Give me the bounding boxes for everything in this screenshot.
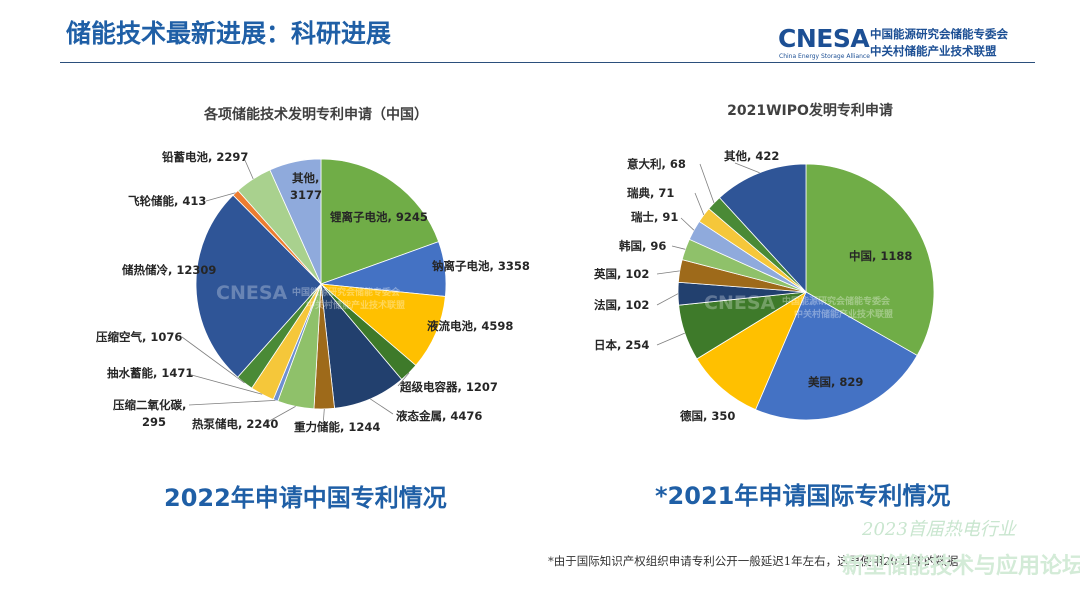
chart-left-label-7-0: 压缩二氧化碳,	[113, 398, 186, 412]
chart-right-slice-1	[755, 291, 918, 421]
chart-watermark-line-4: 中关村储能产业技术联盟	[794, 310, 894, 320]
chart-right-leader-4	[656, 293, 679, 306]
chart-right-label-5: 英国, 102	[593, 267, 649, 281]
chart-left-leader-8	[187, 373, 263, 395]
chart-right-leader-5	[656, 270, 680, 275]
chart-right-leader-10	[734, 162, 760, 174]
chart-watermark-line-1: 中国能源研究会储能专委会	[292, 288, 401, 298]
chart-right-leader-3	[656, 332, 685, 346]
chart-left-label-6: 热泵储电, 2240	[192, 417, 278, 431]
chart-left-leader-12	[243, 157, 254, 180]
chart-left-leader-4	[370, 398, 394, 415]
pie-chart-wipo-patents: 2021WIPO发明专利申请 中国, 1188 美国, 829 德国, 350 日本,…	[593, 102, 935, 423]
chart-left-leader-5	[322, 408, 325, 427]
chart-watermark-line-3: 中国能源研究会储能专委会	[782, 297, 891, 307]
chart-right-leader-9	[699, 163, 715, 204]
chart-right-label-8: 瑞典, 71	[627, 186, 674, 200]
chart-left-label-12: 铅蓄电池, 2297	[162, 150, 248, 164]
chart-left-leader-7	[188, 400, 276, 406]
chart-right-slice-2	[696, 291, 807, 411]
chart-right-leader-6	[671, 245, 686, 250]
chart-left-leader-11	[205, 192, 236, 202]
chart-right-label-2: 德国, 350	[679, 409, 735, 423]
chart-left-label-1: 钠离子电池, 3358	[432, 259, 530, 273]
chart-right-label-3: 日本, 254	[594, 338, 649, 352]
chart-right-slice-10	[718, 163, 807, 294]
event-watermark-line-1: 2023首届热电行业	[862, 519, 1016, 540]
event-watermark-line-2: 新型储能技术与应用论坛	[842, 554, 1080, 579]
chart-left-label-0: 锂离子电池, 9245	[330, 210, 428, 224]
chart-right-leader-7	[680, 217, 695, 231]
chart-right-label-7: 瑞士, 91	[631, 210, 678, 224]
chart-right-label-6: 韩国, 96	[619, 239, 666, 253]
chart-right-label-1: 美国, 829	[808, 375, 863, 389]
caption-china-patents: 2022年申请中国专利情况	[164, 484, 447, 512]
logo-subtitle: China Energy Storage Alliance	[779, 53, 870, 60]
chart-left-label-7-1: 295	[142, 415, 166, 429]
footnote: *由于国际知识产权组织申请专利公开一般延迟1年左右，这里使用2021年的数据	[548, 554, 959, 568]
chart-left-label-2: 液流电池, 4598	[427, 319, 513, 333]
slide-title: 储能技术最新进展：科研进展	[66, 19, 392, 48]
chart-right-label-10: 其他, 422	[724, 149, 779, 163]
chart-right-slice-0	[805, 163, 935, 356]
chart-left-slice-0	[320, 158, 440, 285]
cnesa-logo: CNESA China Energy Storage Alliance 中国能源…	[778, 24, 1043, 62]
chart-left-label-13-1: 3177	[290, 188, 322, 202]
chart-left-label-10: 储热储冷, 12309	[122, 263, 216, 277]
chart-right-leader-8	[694, 192, 705, 216]
pie-chart-china-patents: 各项储能技术发明专利申请（中国） 锂离子电池, 9245 钠离子电池, 3358 液…	[96, 106, 530, 434]
chart-left-slice-13	[269, 158, 322, 285]
title-divider	[60, 62, 1035, 63]
chart-left-slice-10	[195, 194, 322, 378]
chart-left-leader-6	[263, 406, 296, 425]
caption-international-patents: *2021年申请国际专利情况	[655, 482, 951, 510]
chart-left-label-4: 液态金属, 4476	[396, 409, 482, 423]
chart-right-label-9: 意大利, 68	[627, 157, 686, 171]
chart-watermark-line-2: 中关村储能产业技术联盟	[306, 301, 406, 311]
chart-title-wipo: 2021WIPO发明专利申请	[727, 102, 893, 119]
chart-right-label-0: 中国, 1188	[849, 249, 912, 263]
chart-left-leader-9	[181, 336, 245, 384]
chart-left-label-8: 抽水蓄能, 1471	[107, 366, 193, 380]
logo-org-line-1: 中国能源研究会储能专委会	[870, 27, 1008, 41]
chart-left-label-3: 超级电容器, 1207	[399, 380, 498, 394]
logo-mark: CNESA	[778, 24, 870, 53]
chart-left-label-11: 飞轮储能, 413	[128, 194, 206, 208]
chart-left-label-13-0: 其他,	[292, 171, 319, 185]
chart-watermark-mark-2: CNESA	[704, 292, 776, 314]
chart-watermark-mark: CNESA	[216, 282, 288, 304]
chart-right-label-4: 法国, 102	[594, 298, 649, 312]
logo-org-line-2: 中关村储能产业技术联盟	[870, 44, 997, 58]
chart-title-china: 各项储能技术发明专利申请（中国）	[203, 106, 428, 123]
chart-left-leader-3	[397, 372, 410, 387]
chart-left-label-9: 压缩空气, 1076	[96, 330, 182, 344]
chart-left-slice-2	[319, 283, 446, 366]
chart-left-label-5: 重力储能, 1244	[294, 420, 380, 434]
